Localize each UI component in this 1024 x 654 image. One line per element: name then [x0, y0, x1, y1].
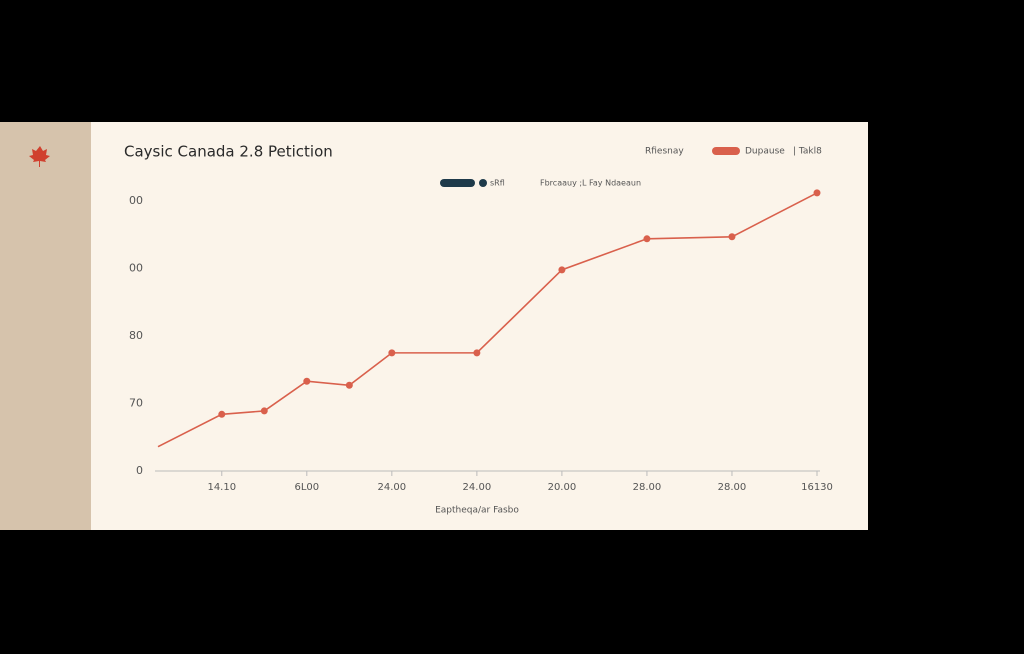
legend-swatch [712, 147, 740, 155]
chart-title: Caysic Canada 2.8 Petiction [124, 143, 333, 161]
legend-label: Dupause [745, 147, 785, 157]
x-tick-label: 24.00 [378, 482, 407, 493]
point [303, 377, 311, 385]
point [388, 349, 396, 357]
legend-label: sRfl [490, 179, 505, 188]
y-tick-label: 80 [129, 329, 143, 342]
x-tick-label: 14.10 [207, 482, 236, 493]
point [728, 233, 736, 241]
x-tick-label: 28.00 [633, 482, 662, 493]
y-tick-label: 0 [136, 464, 143, 477]
card [0, 122, 868, 530]
header-label: Rfiesnay [645, 147, 684, 157]
x-tick-label: 28.00 [718, 482, 747, 493]
x-tick-label: 24.00 [463, 482, 492, 493]
sidebar [0, 122, 91, 530]
y-tick-label: 00 [129, 194, 143, 207]
x-tick-label: 6L00 [294, 482, 319, 493]
chart-subtitle: Fbrcaauy ;L Fay Ndaeaun [540, 179, 641, 188]
point [218, 410, 226, 418]
point [813, 189, 821, 197]
legend-swatch [440, 179, 475, 187]
point [643, 235, 651, 243]
maple-leaf-icon [29, 146, 50, 167]
point [345, 381, 353, 389]
point [558, 266, 566, 274]
x-tick-label: 20.00 [548, 482, 577, 493]
point [260, 407, 268, 415]
y-tick-label: 70 [129, 397, 143, 410]
x-tick-label: 16130 [801, 482, 833, 493]
y-tick-label: 00 [129, 262, 143, 275]
x-axis-label: Eaptheqa/ar Fasbo [435, 506, 519, 516]
legend-dot [479, 179, 487, 187]
header-label: | Takl8 [793, 147, 822, 157]
point [473, 349, 481, 357]
